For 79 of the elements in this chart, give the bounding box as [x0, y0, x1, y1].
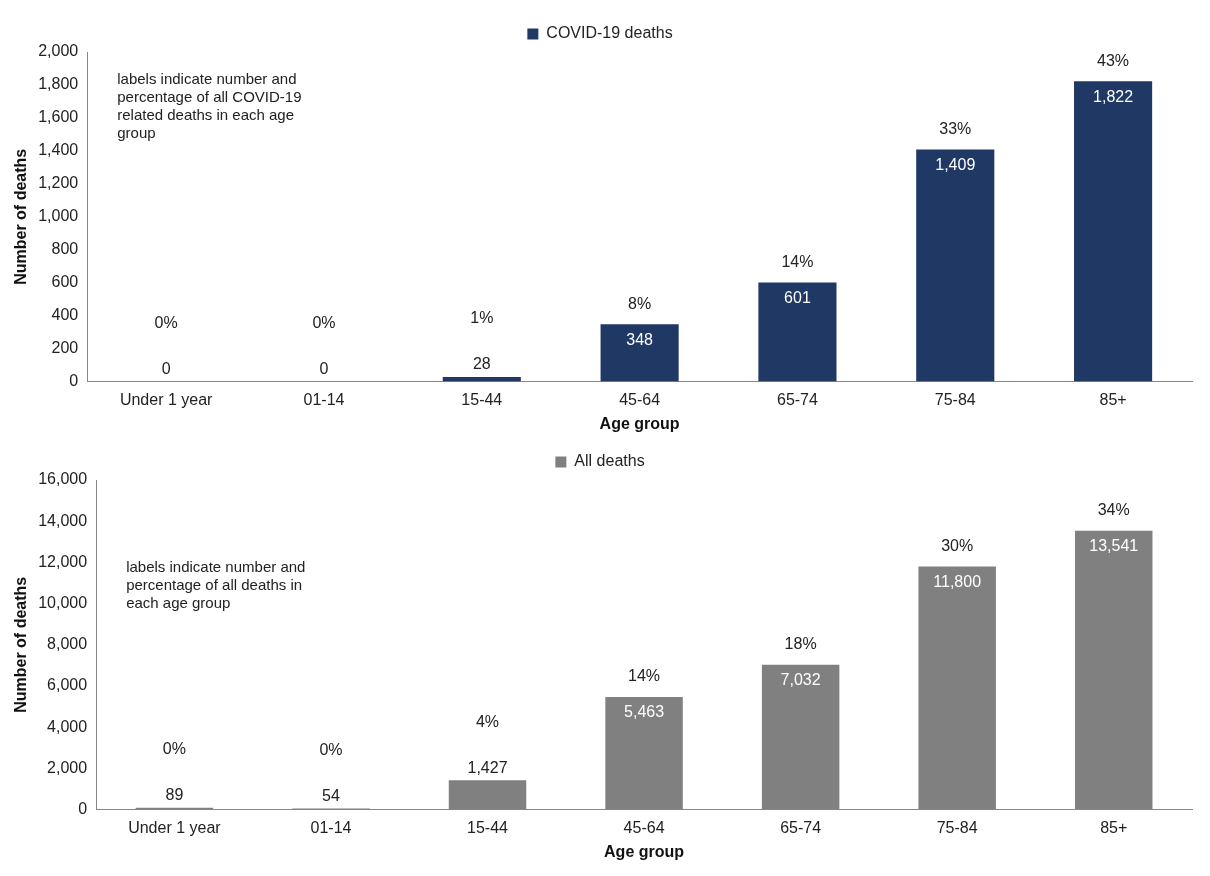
y-tick-label: 1,400 — [38, 141, 79, 159]
y-tick-label: 8,000 — [47, 635, 88, 653]
y-tick-label: 800 — [51, 240, 79, 258]
y-tick-label: 200 — [51, 339, 79, 357]
bar — [918, 566, 996, 810]
data-label: 1,409 — [935, 155, 976, 173]
data-label: 601 — [784, 288, 811, 306]
bar — [605, 697, 683, 810]
data-label: 13,541 — [1089, 537, 1139, 555]
y-tick-label: 1,200 — [38, 174, 79, 192]
bar — [600, 324, 679, 382]
y-tick-label: 600 — [51, 273, 79, 291]
annotation: 8% — [628, 294, 652, 312]
data-label: 11,800 — [933, 572, 982, 590]
x-axis-title: Age group — [599, 414, 680, 432]
annotation: 43% — [1097, 51, 1130, 69]
annotation: 0% — [154, 314, 178, 332]
bar — [1074, 81, 1153, 382]
annotation: 4% — [475, 712, 500, 730]
y-tick-label: 2,000 — [47, 758, 88, 776]
x-tick-label: 65-74 — [780, 818, 822, 836]
bar — [758, 282, 837, 382]
bar — [761, 664, 840, 810]
x-tick-label: 65-74 — [776, 390, 819, 408]
bar — [1074, 530, 1153, 810]
data-label: 54 — [322, 786, 340, 804]
x-axis-title: Age group — [604, 842, 685, 860]
annotation: labels indicate number and percentage of all COVID-19 related deaths in each age group — [117, 69, 302, 141]
bar — [916, 149, 995, 382]
x-tick-label: 85+ — [1099, 390, 1127, 408]
annotation: 14% — [781, 252, 814, 270]
data-label: 1,427 — [467, 758, 508, 776]
y-tick-label: 0 — [69, 372, 79, 390]
y-tick-label: 16,000 — [38, 470, 88, 488]
x-tick-label: Under 1 year — [128, 818, 222, 836]
y-tick-label: 1,600 — [38, 108, 79, 126]
y-axis-title: Number of deaths — [12, 148, 30, 285]
y-tick-label: 6,000 — [47, 676, 88, 694]
x-tick-label: 85+ — [1100, 818, 1128, 836]
x-tick-label: 45-64 — [619, 390, 661, 408]
y-tick-label: 12,000 — [38, 552, 88, 570]
annotation: 1% — [470, 309, 494, 327]
data-label: 0 — [319, 360, 329, 378]
legend-label: All deaths — [574, 452, 645, 470]
annotation: 18% — [784, 635, 817, 653]
annotation: 0% — [312, 314, 336, 332]
data-label: 7,032 — [780, 671, 821, 689]
annotation: 34% — [1097, 501, 1130, 519]
data-label: 5,463 — [624, 703, 665, 721]
y-tick-label: 1,800 — [38, 75, 79, 93]
data-label: 89 — [165, 786, 184, 804]
x-tick-label: 75-84 — [936, 818, 978, 836]
data-label: 0 — [161, 360, 171, 378]
x-tick-label: 45-64 — [623, 818, 665, 836]
x-tick-label: 01-14 — [303, 390, 345, 408]
y-tick-label: 2,000 — [38, 42, 79, 60]
bar — [448, 780, 527, 810]
x-tick-label: 15-44 — [467, 818, 509, 836]
data-label: 348 — [626, 330, 654, 348]
annotation: labels indicate number and percentage of all deaths in each age group — [126, 557, 306, 611]
x-tick-label: Under 1 year — [119, 390, 214, 408]
y-tick-label: 1,000 — [38, 207, 79, 225]
data-label: 1,822 — [1093, 87, 1134, 105]
data-label: 28 — [472, 355, 491, 373]
annotation: 30% — [941, 536, 974, 554]
x-tick-label: 75-84 — [934, 390, 976, 408]
y-tick-label: 4,000 — [47, 717, 88, 735]
legend-label: COVID-19 deaths — [546, 24, 673, 42]
y-tick-label: 0 — [78, 800, 88, 818]
annotation: 0% — [319, 740, 343, 758]
annotation: 0% — [162, 740, 186, 758]
y-tick-label: 10,000 — [38, 594, 88, 612]
annotation: 33% — [939, 119, 972, 137]
x-tick-label: 01-14 — [310, 818, 352, 836]
y-tick-label: 14,000 — [38, 511, 88, 529]
y-tick-label: 400 — [51, 306, 79, 324]
annotation: 14% — [628, 667, 661, 685]
y-axis-title: Number of deaths — [12, 576, 30, 713]
x-tick-label: 15-44 — [461, 390, 503, 408]
